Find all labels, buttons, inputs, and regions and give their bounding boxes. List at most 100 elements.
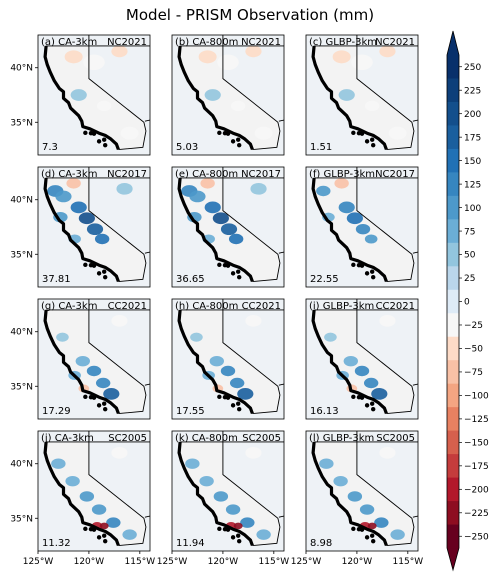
x-tick-label: 125°W bbox=[23, 557, 54, 567]
bias-blob bbox=[122, 529, 137, 540]
panel-event: NC2021 bbox=[241, 37, 281, 48]
figure-title: Model - PRISM Observation (mm) bbox=[126, 6, 374, 24]
state-border bbox=[144, 383, 150, 386]
colorbar-segment bbox=[447, 289, 459, 314]
california-land bbox=[313, 45, 414, 150]
bias-blob bbox=[230, 100, 246, 112]
panel-event: CC2021 bbox=[242, 301, 281, 312]
y-tick-label: 40°N bbox=[10, 64, 33, 74]
colorbar-tick-label: −250 bbox=[464, 532, 489, 542]
state-border bbox=[356, 299, 415, 414]
bias-blob bbox=[120, 126, 139, 140]
colorbar-segment bbox=[447, 78, 459, 103]
island bbox=[364, 403, 370, 408]
coastline bbox=[43, 309, 120, 415]
colorbar-segment bbox=[447, 219, 459, 244]
bias-blob bbox=[228, 233, 244, 245]
panel-event: NC2017 bbox=[107, 169, 147, 180]
colorbar-tick-label: −75 bbox=[464, 368, 483, 378]
bias-blob bbox=[220, 365, 236, 377]
panel-content bbox=[306, 431, 418, 551]
bias-blob bbox=[343, 355, 358, 367]
colorbar-segment bbox=[447, 172, 459, 197]
bias-blob bbox=[347, 491, 363, 502]
bias-blob bbox=[245, 314, 262, 327]
colorbar-segment bbox=[447, 195, 459, 220]
bias-blob bbox=[106, 517, 121, 528]
island bbox=[237, 538, 242, 544]
map-panel: (h) CA-800m CC2021 17.55 bbox=[171, 298, 285, 420]
colorbar-segment bbox=[447, 55, 459, 79]
island bbox=[96, 139, 102, 144]
panel-frame bbox=[171, 430, 285, 552]
bias-blob bbox=[199, 475, 214, 487]
island bbox=[217, 262, 222, 268]
bias-blob bbox=[379, 314, 396, 327]
island bbox=[359, 131, 365, 136]
colorbar-tick-label: 125 bbox=[464, 180, 481, 190]
state-border bbox=[412, 515, 418, 518]
state-border bbox=[222, 299, 281, 414]
map-panel: (f) GLBP-3km NC2017 22.55 bbox=[305, 166, 419, 288]
island bbox=[359, 395, 365, 400]
bias-blob bbox=[338, 201, 355, 214]
california-land bbox=[179, 45, 280, 150]
x-tick-label: 125°W bbox=[291, 557, 322, 567]
colorbar-tick-label: 100 bbox=[464, 204, 481, 214]
bias-blob bbox=[55, 190, 72, 203]
bias-blob bbox=[217, 54, 239, 71]
bias-blob bbox=[70, 89, 87, 101]
panel-frame bbox=[171, 166, 285, 288]
colorbar-outline bbox=[446, 30, 460, 572]
state-border bbox=[222, 431, 281, 546]
bias-blob bbox=[190, 332, 203, 342]
colorbar-tick-label: −50 bbox=[464, 345, 483, 355]
map-panel: (a) CA-3km NC2021 7.3 40°N 35°N bbox=[10, 34, 151, 156]
bias-blob bbox=[338, 89, 355, 101]
bias-blob bbox=[240, 517, 255, 528]
panel-label: (c) GLBP-3km bbox=[309, 37, 377, 48]
island bbox=[359, 527, 365, 532]
bias-blob bbox=[250, 182, 267, 195]
map-panel: (g) CA-3km CC2021 17.29 40°N 35°N bbox=[10, 298, 151, 420]
bias-blob bbox=[198, 50, 217, 64]
panel-value: 8.98 bbox=[310, 538, 332, 549]
bias-blob bbox=[204, 89, 221, 101]
island bbox=[217, 130, 222, 136]
island bbox=[103, 406, 108, 412]
bias-blob bbox=[209, 355, 224, 367]
panel-content bbox=[306, 35, 418, 155]
panel-value: 11.32 bbox=[42, 538, 71, 549]
panel-frame bbox=[171, 298, 285, 420]
california-land bbox=[45, 441, 146, 546]
panel-value: 17.29 bbox=[42, 406, 71, 417]
colorbar-extend-top bbox=[447, 31, 459, 55]
bias-blob bbox=[220, 223, 238, 236]
state-border bbox=[356, 431, 415, 546]
panel-event: NC2017 bbox=[375, 169, 415, 180]
x-tick-label: 115°W bbox=[125, 557, 156, 567]
state-border bbox=[278, 119, 284, 122]
island bbox=[91, 527, 97, 532]
bias-blob bbox=[200, 178, 215, 189]
bias-blob bbox=[354, 365, 370, 377]
island bbox=[225, 131, 231, 136]
panel-frame bbox=[305, 430, 419, 552]
panel-label: (d) CA-3km bbox=[41, 169, 97, 180]
coastline bbox=[177, 441, 254, 547]
panel-value: 17.55 bbox=[176, 406, 205, 417]
island bbox=[101, 401, 107, 406]
bias-blob bbox=[51, 458, 66, 469]
island bbox=[235, 137, 241, 142]
bias-blob bbox=[111, 45, 128, 58]
panel-content bbox=[38, 35, 150, 155]
bias-blob bbox=[95, 377, 111, 389]
state-border bbox=[88, 431, 147, 546]
coastline bbox=[311, 441, 388, 547]
california-land bbox=[313, 309, 414, 414]
map-panel: (i) GLBP-3km CC2021 16.13 bbox=[305, 298, 419, 420]
bias-blob bbox=[334, 178, 349, 189]
panel-content bbox=[38, 431, 150, 551]
colorbar-segment bbox=[447, 125, 459, 150]
